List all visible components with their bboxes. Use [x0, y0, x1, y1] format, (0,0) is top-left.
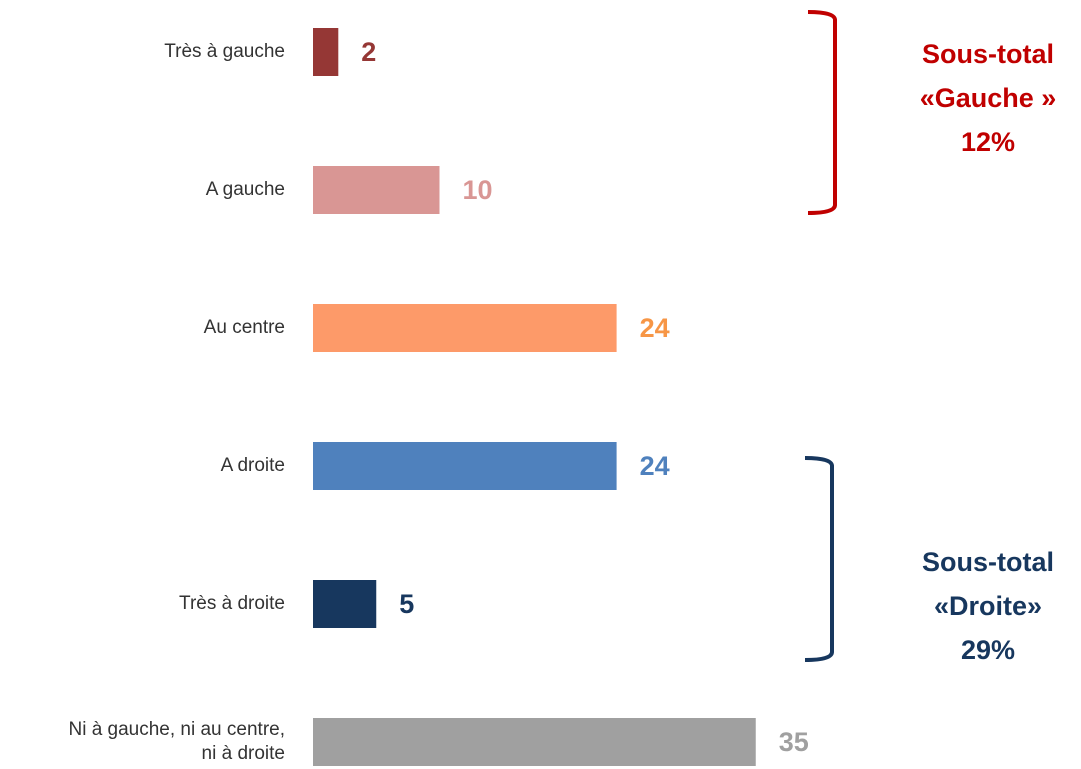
- bar: [313, 718, 756, 766]
- value-label: 10: [463, 175, 493, 205]
- bar: [313, 166, 440, 214]
- bar: [313, 28, 339, 76]
- value-label: 35: [779, 727, 809, 757]
- bar: [313, 442, 617, 490]
- bracket-gauche: [807, 10, 837, 215]
- category-label: A droite: [221, 455, 285, 476]
- value-label: 24: [640, 313, 670, 343]
- category-label: Très à droite: [179, 593, 285, 614]
- category-label: Ni à gauche, ni au centre, ni à droite: [68, 719, 285, 764]
- category-label: Très à gauche: [164, 41, 285, 62]
- value-label: 24: [640, 451, 670, 481]
- subtotal-text: Sous-total: [922, 547, 1054, 577]
- subtotal-text: Sous-total: [922, 39, 1054, 69]
- bar: [313, 580, 377, 628]
- subtotal-text: 29%: [961, 635, 1015, 665]
- value-label: 5: [399, 589, 414, 619]
- subtotal-text: «Gauche »: [920, 83, 1057, 113]
- bracket-droite: [804, 456, 834, 662]
- subtotal-text: «Droite»: [934, 591, 1042, 621]
- category-label: Au centre: [204, 317, 285, 338]
- bar: [313, 304, 617, 352]
- category-label: A gauche: [206, 179, 285, 200]
- subtotal-text: 12%: [961, 127, 1015, 157]
- value-label: 2: [361, 37, 376, 67]
